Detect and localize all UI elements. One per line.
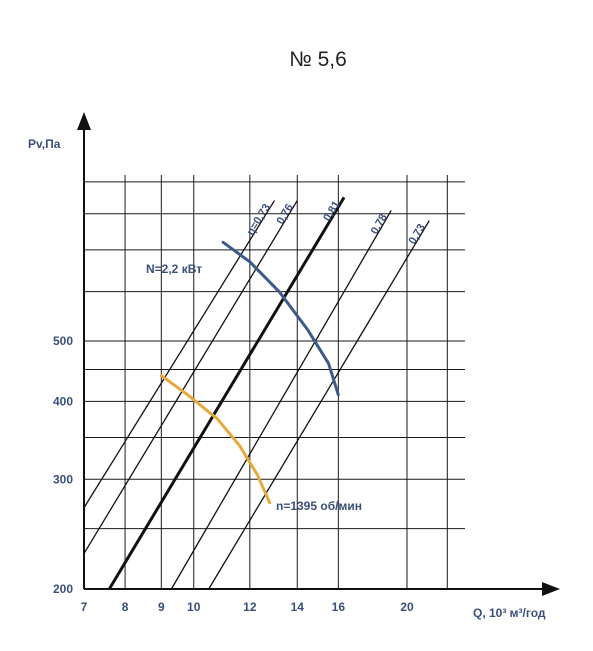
x-tick-label: 12 [243, 600, 257, 614]
y-axis-arrow [77, 112, 91, 130]
x-tick-label: 20 [400, 600, 414, 614]
x-axis-arrow [542, 582, 560, 596]
y-axis-label: Pv,Па [28, 137, 61, 151]
efficiency-line [170, 210, 392, 590]
tick-labels: 7 8 9 10 12 14 16 20 200 300 400 500 [53, 334, 414, 614]
x-axis-label: Q, 10³ м³/год [473, 606, 546, 620]
y-tick-label: 200 [53, 582, 73, 596]
efficiency-label: 0,73 [407, 222, 428, 247]
y-tick-label: 400 [53, 394, 73, 408]
efficiency-lines: η=0,73 0,76 0,810,78 0,73 [83, 196, 430, 590]
speed-annotation: n=1395 об/мин [276, 499, 362, 513]
efficiency-line [108, 196, 346, 590]
y-tick-label: 300 [53, 472, 73, 486]
power-curve [221, 240, 340, 397]
x-tick-label: 14 [291, 600, 305, 614]
x-tick-label: 16 [332, 600, 346, 614]
power-annotation: N=2,2 кВт [146, 262, 202, 276]
speed-curve [159, 374, 272, 505]
efficiency-label: 0,78 [369, 212, 390, 237]
performance-curves [159, 240, 340, 505]
x-tick-label: 9 [158, 600, 165, 614]
chart-title: № 5,6 [289, 48, 347, 71]
y-tick-label: 500 [53, 334, 73, 348]
x-tick-label: 8 [122, 600, 129, 614]
x-tick-label: 7 [81, 600, 88, 614]
efficiency-line [83, 200, 298, 554]
efficiency-label: η=0,73 [245, 202, 273, 238]
grid [83, 175, 465, 590]
x-tick-label: 10 [187, 600, 201, 614]
efficiency-line [208, 220, 430, 590]
efficiency-line [83, 200, 276, 509]
